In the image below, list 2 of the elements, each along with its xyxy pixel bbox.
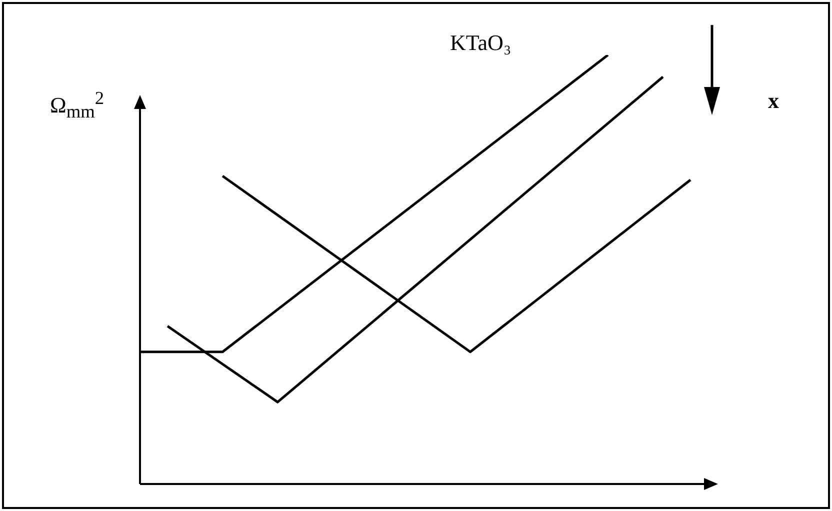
chart-title: KTaO₃ [450,30,512,56]
text: x [768,88,779,114]
